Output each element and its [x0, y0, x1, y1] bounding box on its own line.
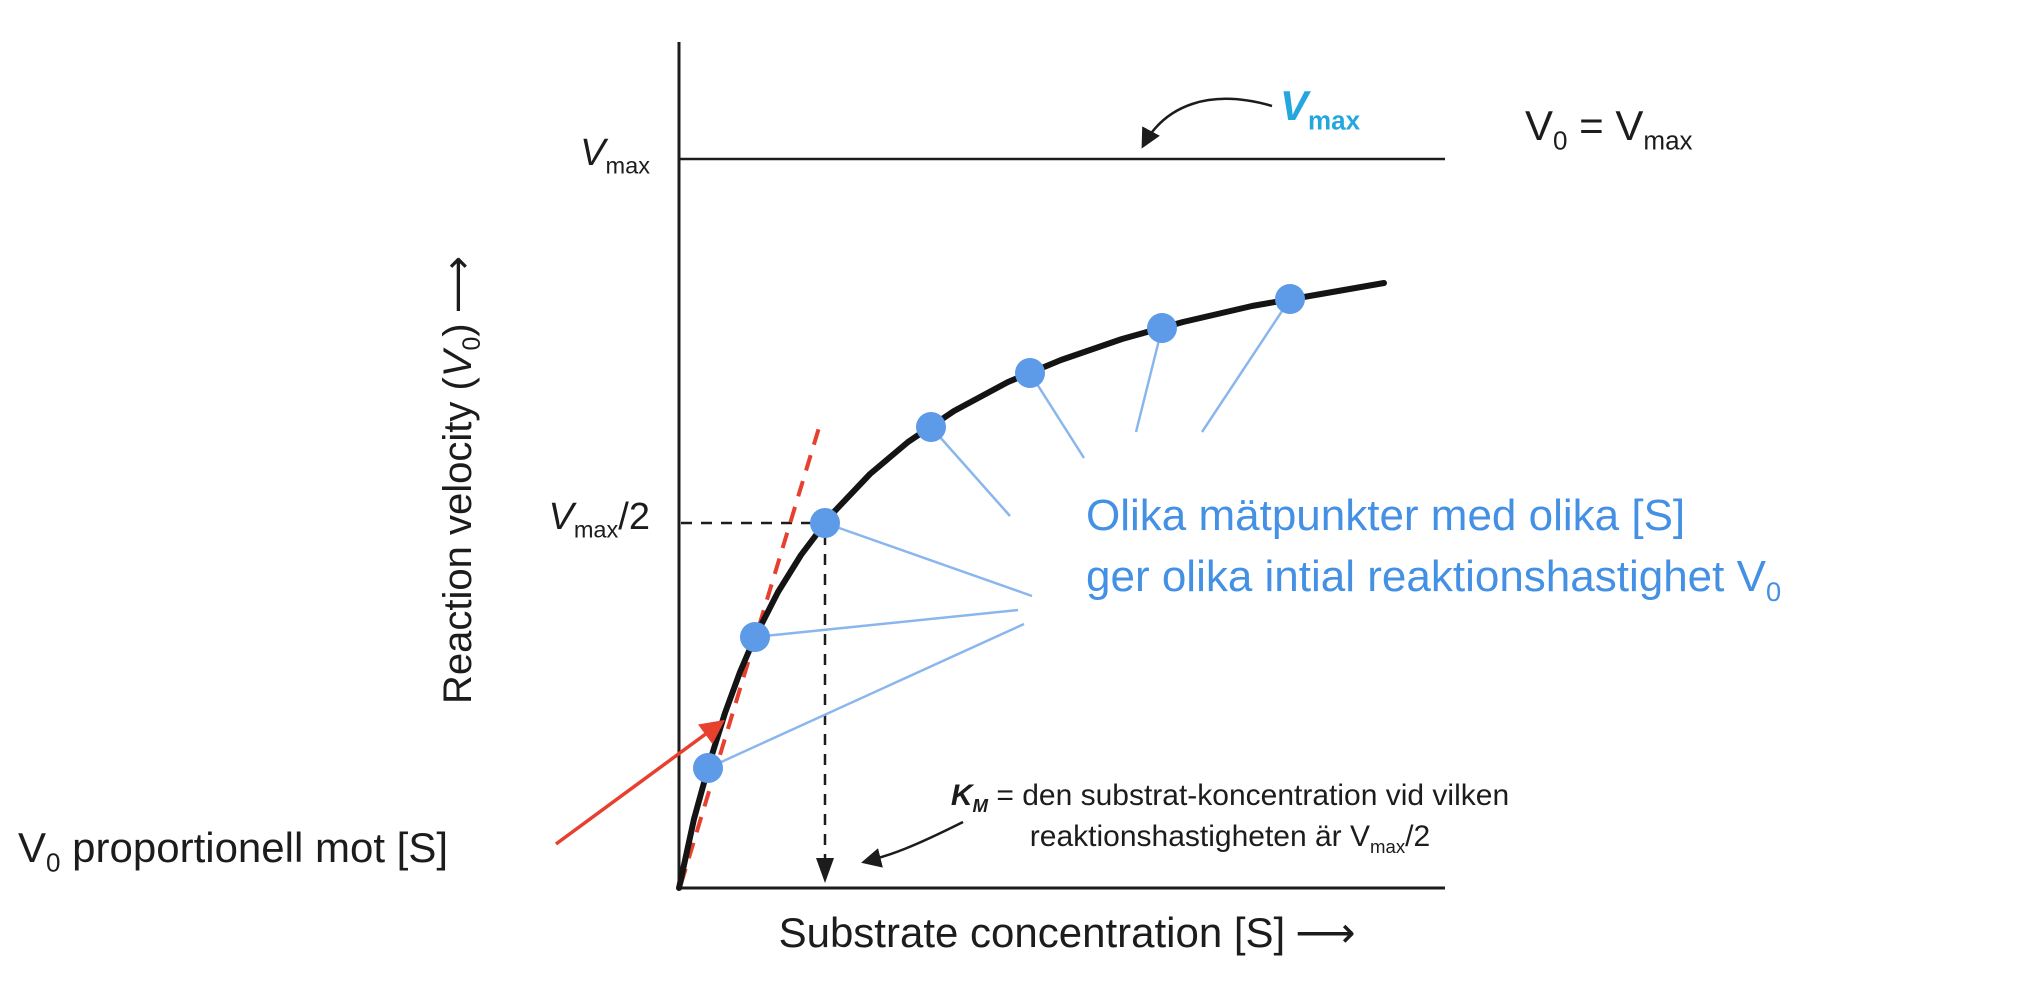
data-point — [740, 622, 770, 652]
vmax-half-subscript: max — [573, 516, 619, 543]
measurement-points-v0-subscript: 0 — [1765, 575, 1782, 607]
vmax-cyan-subscript: max — [1308, 105, 1361, 136]
km-definition-line1: KM = den substrat-koncentration vid vilk… — [950, 776, 1510, 817]
measurement-points-line2-text: ger olika intial reaktionshastighet V — [1086, 551, 1766, 601]
v0-slope-arrow — [554, 719, 725, 846]
pointer-line — [1134, 327, 1164, 433]
vmax-curved-arrow — [1141, 97, 1273, 149]
equals-sign: = — [1567, 102, 1616, 149]
pointer-lines — [707, 298, 1292, 770]
pointer-line — [824, 521, 1033, 598]
data-point — [1275, 284, 1305, 314]
vmax-half-suffix: /2 — [618, 496, 650, 538]
mm-curve — [676, 280, 1387, 891]
x-axis-title: Substrate concentration [S] ⟶ — [707, 908, 1427, 957]
v0-subscript: 0 — [1553, 125, 1568, 156]
y-axis-v-symbol: V — [436, 350, 480, 378]
right-arrow-icon: ⟶ — [1295, 908, 1356, 957]
y-axis-v-subscript: 0 — [459, 336, 486, 351]
vmax-subscript2: max — [1643, 125, 1693, 156]
data-point — [810, 508, 840, 538]
vmax-v-symbol: V — [580, 132, 606, 174]
v0-symbol: V — [1525, 102, 1554, 149]
measurement-points-line1: Olika mätpunkter med olika [S] — [1086, 491, 1686, 540]
data-point — [1147, 313, 1177, 343]
vmax-cyan-v-symbol: V — [1280, 82, 1309, 129]
km-definition-line2: reaktionshastigheten är Vmax/2 — [950, 817, 1510, 858]
measurement-points-line2: ger olika intial reaktionshastighet V0 — [1086, 547, 1781, 608]
pointer-line — [1028, 372, 1086, 459]
up-arrow-icon: ⟶ — [435, 256, 481, 314]
vmax-cyan-annotation: Vmax — [1280, 82, 1360, 133]
vmax-tick-label: Vmax — [440, 132, 650, 177]
data-points — [693, 284, 1305, 783]
proportional-v-symbol: V — [18, 824, 47, 871]
km-definition-annotation: KM = den substrat-koncentration vid vilk… — [950, 776, 1510, 857]
measurement-points-annotation: Olika mätpunkter med olika [S] ger olika… — [1086, 486, 1781, 607]
km-curved-arrow — [861, 820, 964, 868]
data-point — [693, 753, 723, 783]
km-symbol: K — [950, 779, 973, 812]
x-axis-title-text: Substrate concentration [S] — [778, 909, 1286, 956]
km-definition-text: = den substrat-koncentration vid vilken — [988, 779, 1510, 812]
data-point — [1015, 358, 1045, 388]
pointer-line — [1200, 298, 1292, 433]
v0-equals-vmax-annotation: V0 = Vmax — [1525, 102, 1693, 153]
km-subscript: M — [972, 795, 989, 816]
km-definition-line2-suffix: /2 — [1405, 819, 1431, 853]
km-definition-line2-text: reaktionshastigheten är V — [1029, 819, 1371, 853]
km-dashed-arrowhead — [816, 858, 834, 883]
pointer-line — [707, 622, 1025, 770]
pointer-line — [930, 426, 1011, 517]
y-axis-title-text: Reaction velocity ( — [436, 377, 480, 704]
vmax-half-tick-label: Vmax/2 — [420, 496, 650, 541]
km-definition-vmax-subscript: max — [1370, 835, 1406, 857]
pointer-line — [754, 608, 1019, 639]
vmax-subscript: max — [605, 152, 650, 179]
y-axis-title-suffix: ) — [436, 323, 480, 337]
data-point — [916, 412, 946, 442]
proportional-v-subscript: 0 — [46, 847, 61, 878]
vmax-symbol: V — [1615, 102, 1644, 149]
vmax-half-v-symbol: V — [548, 496, 574, 538]
v0-proportional-annotation: V0 proportionell mot [S] — [18, 824, 449, 875]
proportional-text: proportionell mot [S] — [60, 824, 449, 871]
